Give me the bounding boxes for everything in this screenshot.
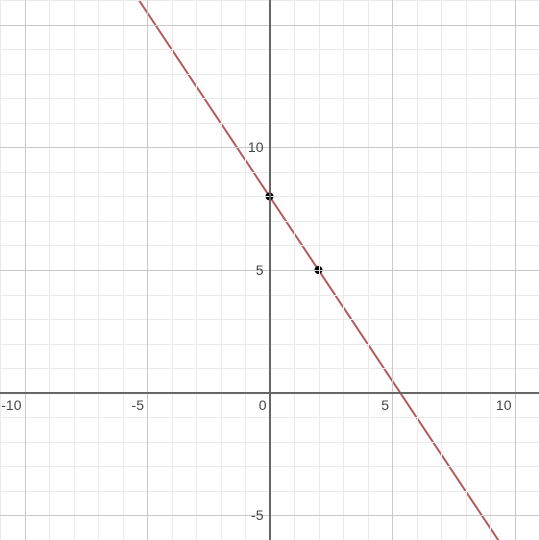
y-axis — [269, 0, 271, 540]
y-tick-label: -5 — [234, 507, 264, 523]
x-tick-label: -10 — [0, 397, 22, 413]
coordinate-plane: -10 -5 0 5 10 -5 5 10 — [0, 0, 539, 540]
y-tick-label: 5 — [234, 262, 264, 278]
x-tick-label: 5 — [359, 397, 389, 413]
x-tick-label: 10 — [482, 397, 512, 413]
y-tick-label: 10 — [234, 139, 264, 155]
x-tick-label: 0 — [237, 397, 267, 413]
x-tick-label: -5 — [114, 397, 144, 413]
x-axis — [0, 392, 539, 394]
